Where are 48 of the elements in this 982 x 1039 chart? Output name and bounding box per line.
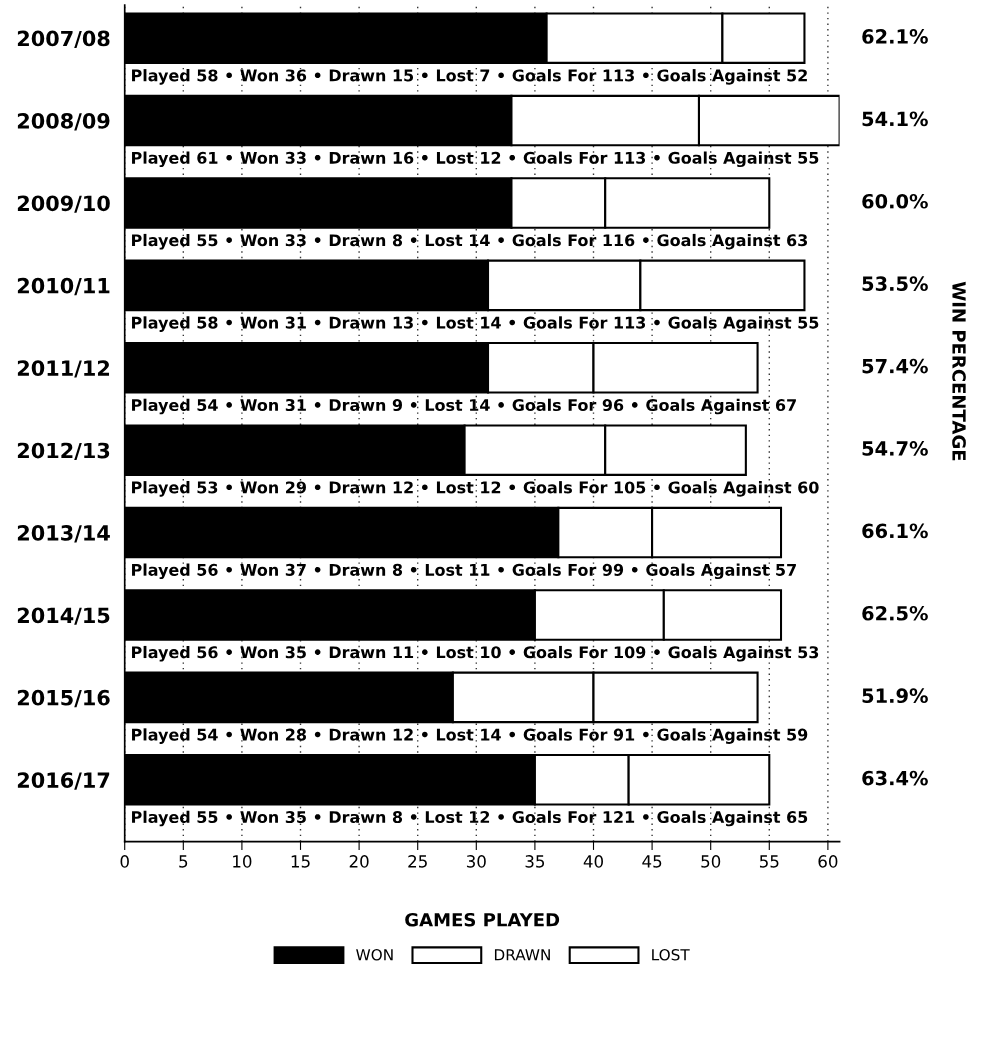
x-tick-label: 10 [233,855,252,868]
y-tick-label: 2013/14 [17,525,110,543]
y-tick-label: 2016/17 [17,772,110,790]
text: 63.4% [862,770,928,786]
y-tick-label: 2012/13 [17,442,110,461]
text: 53.5% [862,276,928,292]
annotation: Played 54 • Won 31 • Drawn 9 • Lost 14 • Goals For 96 • Goals Against 67 [132,398,796,415]
x-tick-label: 25 [408,855,427,868]
x-tick-label: 30 [466,855,486,868]
text: 60.0% [862,193,928,209]
y-tick-label: 2015/16 [17,689,110,708]
x-tick-label: 40 [583,855,603,868]
text: 57.4% [862,358,928,374]
text: 66.1% [862,523,928,539]
y-tick-label: 2011/12 [17,360,110,378]
text: 54.1% [862,111,928,127]
annotation: Played 56 • Won 37 • Drawn 8 • Lost 11 • Goals For 99 • Goals Against 57 [132,563,796,580]
annotation: Played 55 • Won 33 • Drawn 8 • Lost 14 • Goals For 116 • Goals Against 63 [132,233,808,250]
x-tick-label: 15 [291,855,310,868]
legend-label: LOST [652,948,690,961]
annotation: Played 61 • Won 33 • Drawn 16 • Lost 12 • Goals For 113 • Goals Against 55 [132,151,819,168]
text: WIN PERCENTAGE [952,281,966,461]
annotation: Played 58 • Won 36 • Drawn 15 • Lost 7 • Goals For 113 • Goals Against 52 [132,69,807,85]
text: 62.1% [862,29,928,44]
annotation: Played 56 • Won 35 • Drawn 11 • Lost 10 • Goals For 109 • Goals Against 53 [132,645,819,662]
legend-label: DRAWN [494,949,550,961]
x-tick-label: 35 [525,855,545,868]
y-tick-label: 2009/10 [17,195,110,213]
x-tick-label: 5 [179,855,188,868]
annotation: Played 55 • Won 35 • Drawn 8 • Lost 12 • Goals For 121 • Goals Against 65 [132,810,808,827]
x-tick-label: 0 [120,855,129,868]
x-tick-label: 50 [701,855,721,868]
x-tick-label: 60 [818,855,838,868]
annotation: Played 53 • Won 29 • Drawn 12 • Lost 12 • Goals For 105 • Goals Against 60 [132,481,819,497]
text: 62.5% [862,605,928,621]
y-tick-label: 2014/15 [17,607,110,625]
annotation: Played 58 • Won 31 • Drawn 13 • Lost 14 • Goals For 113 • Goals Against 55 [132,316,819,332]
x-tick-label: 45 [642,855,662,868]
y-tick-label: 2010/11 [17,277,110,296]
x-axis-title: GAMES PLAYED [405,912,560,927]
x-tick-label: 20 [349,855,369,868]
text: 54.7% [862,441,928,456]
y-tick-label: 2007/08 [17,30,110,49]
x-tick-label: 55 [759,855,779,868]
y-tick-label: 2008/09 [17,113,110,131]
annotation: Played 54 • Won 28 • Drawn 12 • Lost 14 • Goals For 91 • Goals Against 59 [132,728,808,744]
text: 51.9% [862,688,928,704]
legend-label: WON [356,948,393,961]
